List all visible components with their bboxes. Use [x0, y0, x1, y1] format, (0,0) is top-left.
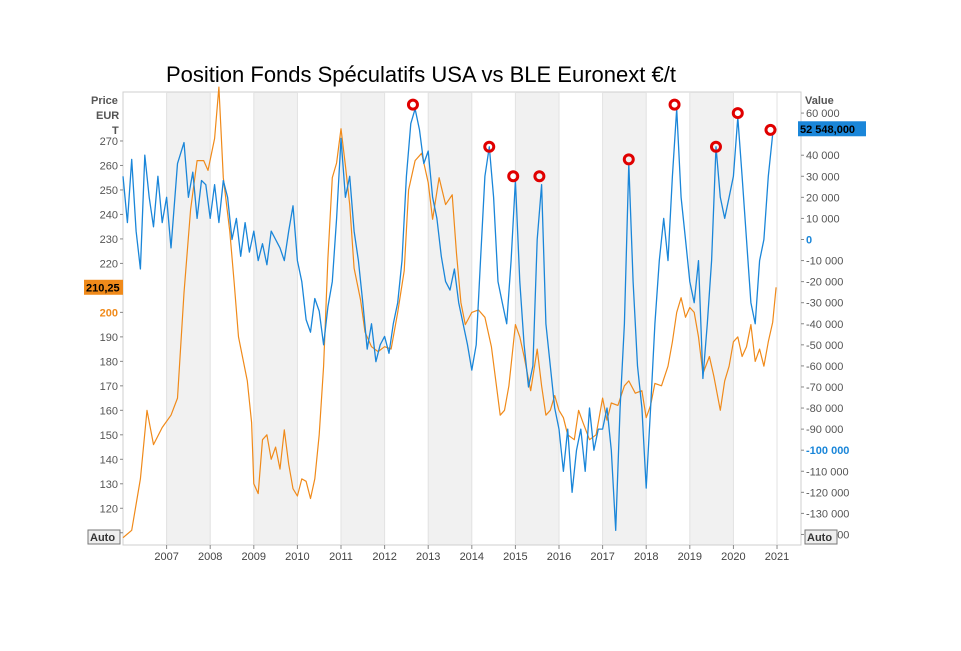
right-tick-label: -10 000	[806, 256, 843, 268]
right-tick-label: -130 000	[806, 508, 849, 520]
right-tick-label: -90 000	[806, 424, 843, 436]
right-tick-label: 30 000	[806, 171, 840, 183]
series-ble-euronext-line	[122, 86, 777, 539]
left-tick-label: 170	[100, 381, 118, 393]
left-tick-label: 130	[100, 479, 118, 491]
right-tick-label: -120 000	[806, 487, 849, 499]
right-current-value-badge: 52 548,000	[798, 121, 866, 137]
right-tick-label: -60 000	[806, 361, 843, 373]
peak-marker-2	[507, 170, 520, 183]
left-axis-label-t: T	[112, 125, 119, 137]
shade-band-6	[689, 92, 734, 545]
left-tick-label: 190	[100, 332, 118, 344]
right-axis-label: Value	[805, 95, 834, 107]
auto-right-button[interactable]: Auto	[804, 529, 838, 545]
right-tick-label: -70 000	[806, 382, 843, 394]
left-current-value-label: 210,25	[86, 282, 120, 294]
right-tick-label: -80 000	[806, 403, 843, 415]
left-tick-label: 140	[100, 454, 118, 466]
right-tick-label: -100 000	[806, 445, 849, 457]
plot-area	[122, 91, 802, 546]
right-tick-label: 0	[806, 234, 812, 246]
auto-right-button-bg[interactable]	[804, 529, 838, 545]
x-tick-label: 2016	[547, 551, 571, 563]
right-current-value-bg	[798, 121, 866, 137]
x-tick-label: 2020	[721, 551, 745, 563]
right-tick-label: -20 000	[806, 277, 843, 289]
left-tick-label: 270	[100, 136, 118, 148]
x-tick-label: 2009	[242, 551, 266, 563]
series-fonds-speculatifs-line	[122, 108, 777, 531]
right-tick-label: -50 000	[806, 340, 843, 352]
left-tick-label: 120	[100, 503, 118, 515]
left-axis-label-price: Price	[91, 95, 118, 107]
x-tick-label: 2012	[372, 551, 396, 563]
left-current-value-badge: 210,25	[84, 279, 123, 295]
left-tick-label: 230	[100, 234, 118, 246]
peak-markers	[406, 98, 777, 183]
shade-band-0	[166, 92, 211, 545]
right-tick-label: 10 000	[806, 213, 840, 225]
auto-left-button-bg[interactable]	[87, 529, 121, 545]
x-tick-label: 2010	[285, 551, 309, 563]
auto-right-button-label[interactable]: Auto	[807, 532, 832, 544]
x-gridlines	[166, 92, 778, 545]
x-tick-label: 2007	[154, 551, 178, 563]
peak-marker-6	[709, 140, 722, 153]
auto-left-button-label[interactable]: Auto	[90, 532, 115, 544]
right-tick-label: 60 000	[806, 108, 840, 120]
right-tick-label: 20 000	[806, 192, 840, 204]
left-tick-label: 260	[100, 160, 118, 172]
left-tick-label: 250	[100, 185, 118, 197]
right-tick-label: -40 000	[806, 319, 843, 331]
left-tick-label: 180	[100, 356, 118, 368]
peak-marker-5	[668, 98, 681, 111]
left-axis-label-eur: EUR	[96, 110, 119, 122]
x-tick-label: 2008	[198, 551, 222, 563]
shade-band-3	[428, 92, 472, 545]
peak-marker-4	[622, 153, 635, 166]
right-axis-ticks: -140 000-130 000-120 000-110 000-100 000…	[801, 108, 849, 541]
peak-marker-3	[533, 170, 546, 183]
peak-marker-7	[731, 107, 744, 120]
x-tick-label: 2014	[460, 551, 484, 563]
peak-marker-1	[483, 140, 496, 153]
x-tick-label: 2017	[590, 551, 614, 563]
x-tick-label: 2021	[765, 551, 789, 563]
chart-title: Position Fonds Spéculatifs USA vs BLE Eu…	[166, 62, 676, 87]
peak-marker-8	[764, 123, 777, 136]
right-tick-label: -30 000	[806, 298, 843, 310]
x-tick-label: 2013	[416, 551, 440, 563]
left-tick-label: 240	[100, 209, 118, 221]
left-current-value-bg	[84, 279, 123, 295]
x-tick-label: 2011	[329, 551, 353, 563]
left-tick-label: 200	[100, 307, 118, 319]
left-tick-label: 220	[100, 258, 118, 270]
x-axis-ticks: 2007 2008 2009 2010 2011 2012 2013 2014 2015 2016…	[154, 545, 789, 563]
left-tick-label: 160	[100, 405, 118, 417]
chart-frame	[84, 90, 866, 565]
right-tick-label: -110 000	[806, 466, 849, 478]
peak-marker-0	[406, 98, 419, 111]
x-tick-label: 2015	[503, 551, 527, 563]
right-current-value-label: 52 548,000	[800, 124, 855, 136]
right-tick-label: 40 000	[806, 150, 840, 162]
left-tick-label: 150	[100, 430, 118, 442]
x-tick-label: 2018	[634, 551, 658, 563]
auto-left-button[interactable]: Auto	[87, 529, 121, 545]
x-tick-label: 2019	[678, 551, 702, 563]
